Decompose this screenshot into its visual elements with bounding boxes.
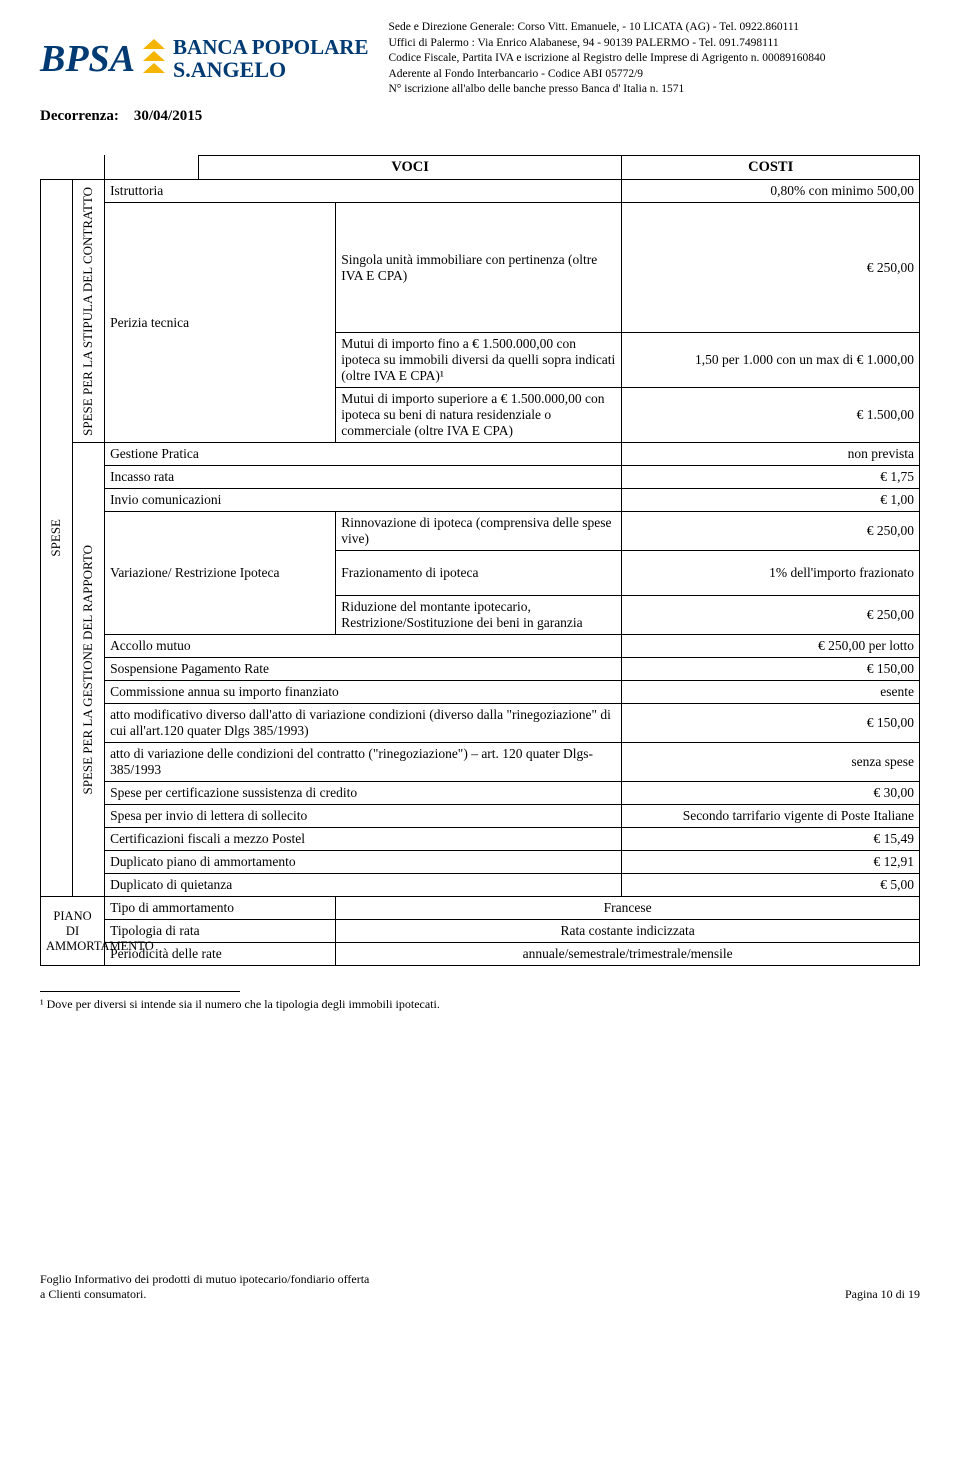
page-footer: Foglio Informativo dei prodotti di mutuo… (40, 1272, 920, 1302)
row-cost: Secondo tarrifario vigente di Poste Ital… (622, 805, 920, 828)
footer-left-line: Foglio Informativo dei prodotti di mutuo… (40, 1272, 369, 1287)
row-label: Invio comunicazioni (105, 489, 622, 512)
row-cost: non prevista (622, 443, 920, 466)
row-label: Spesa per invio di lettera di sollecito (105, 805, 622, 828)
table-row: Duplicato piano di ammortamento € 12,91 (41, 851, 920, 874)
row-label: Gestione Pratica (105, 443, 622, 466)
table-row: SPESE SPESE PER LA STIPULA DEL CONTRATTO… (41, 179, 920, 202)
info-line: Uffici di Palermo : Via Enrico Alabanese… (388, 36, 825, 52)
row-label: atto modificativo diverso dall'atto di v… (105, 704, 622, 743)
bank-logo: BPSA BANCA POPOLARE S.ANGELO (40, 20, 368, 98)
logo-line1: BANCA POPOLARE (173, 35, 368, 59)
footer-left-line: a Clienti consumatori. (40, 1287, 369, 1302)
side-stipula: SPESE PER LA STIPULA DEL CONTRATTO (73, 179, 105, 443)
row-label: Variazione/ Restrizione Ipoteca (105, 512, 336, 635)
table-header-row: VOCI COSTI (41, 155, 920, 179)
info-line: Codice Fiscale, Partita IVA e iscrizione… (388, 51, 825, 67)
row-label: Perizia tecnica (105, 202, 336, 443)
footnote-separator (40, 991, 240, 992)
row-cost: € 150,00 (622, 658, 920, 681)
row-sublabel: Mutui di importo superiore a € 1.500.000… (336, 388, 622, 443)
col-voci: VOCI (198, 155, 621, 179)
table-row: Tipologia di rata Rata costante indicizz… (41, 920, 920, 943)
footer-left: Foglio Informativo dei prodotti di mutuo… (40, 1272, 369, 1302)
row-cost: € 1.500,00 (622, 388, 920, 443)
row-label: Incasso rata (105, 466, 622, 489)
row-sublabel: Rinnovazione di ipoteca (comprensiva del… (336, 512, 622, 551)
col-costi: COSTI (622, 155, 920, 179)
row-sublabel: Singola unità immobiliare con pertinenza… (336, 202, 622, 333)
row-label: Tipo di ammortamento (105, 897, 336, 920)
row-cost: € 250,00 per lotto (622, 635, 920, 658)
decorrenza: Decorrenza: 30/04/2015 (40, 108, 920, 125)
row-cost: Francese (336, 897, 920, 920)
row-sublabel: Frazionamento di ipoteca (336, 551, 622, 596)
row-label: Duplicato di quietanza (105, 874, 622, 897)
side-spese: SPESE (41, 179, 73, 897)
row-cost: 1,50 per 1.000 con un max di € 1.000,00 (622, 333, 920, 388)
table-row: Commissione annua su importo finanziato … (41, 681, 920, 704)
row-cost: € 150,00 (622, 704, 920, 743)
table-row: Incasso rata € 1,75 (41, 466, 920, 489)
row-label: Istruttoria (105, 179, 622, 202)
row-cost: € 1,00 (622, 489, 920, 512)
row-cost: 0,80% con minimo 500,00 (622, 179, 920, 202)
decorrenza-label: Decorrenza: (40, 108, 119, 124)
table-row: Certificazioni fiscali a mezzo Postel € … (41, 828, 920, 851)
row-cost: € 1,75 (622, 466, 920, 489)
table-row: Periodicità delle rate annuale/semestral… (41, 943, 920, 966)
table-row: Spesa per invio di lettera di sollecito … (41, 805, 920, 828)
side-piano: PIANO DI AMMORTAMENTO (41, 897, 105, 966)
row-label: Duplicato piano di ammortamento (105, 851, 622, 874)
footer-page-number: Pagina 10 di 19 (845, 1287, 920, 1302)
row-cost: € 12,91 (622, 851, 920, 874)
table-row: Spese per certificazione sussistenza di … (41, 782, 920, 805)
logo-triangles-icon (141, 37, 167, 81)
table-row: Invio comunicazioni € 1,00 (41, 489, 920, 512)
logo-line2: S.ANGELO (173, 57, 286, 82)
footnote: ¹ Dove per diversi si intende sia il num… (40, 997, 920, 1012)
company-info: Sede e Direzione Generale: Corso Vitt. E… (388, 20, 825, 98)
table-row: PIANO DI AMMORTAMENTO Tipo di ammortamen… (41, 897, 920, 920)
table-row: Accollo mutuo € 250,00 per lotto (41, 635, 920, 658)
row-cost: € 5,00 (622, 874, 920, 897)
row-cost: € 15,49 (622, 828, 920, 851)
info-line: Sede e Direzione Generale: Corso Vitt. E… (388, 20, 825, 36)
row-sublabel: Mutui di importo fino a € 1.500.000,00 c… (336, 333, 622, 388)
row-label: atto di variazione delle condizioni del … (105, 743, 622, 782)
row-label: Commissione annua su importo finanziato (105, 681, 622, 704)
row-cost: € 30,00 (622, 782, 920, 805)
table-row: SPESE PER LA GESTIONE DEL RAPPORTO Gesti… (41, 443, 920, 466)
row-cost: Rata costante indicizzata (336, 920, 920, 943)
table-row: Variazione/ Restrizione Ipoteca Rinnovaz… (41, 512, 920, 551)
row-sublabel: Riduzione del montante ipotecario, Restr… (336, 596, 622, 635)
row-label: Sospensione Pagamento Rate (105, 658, 622, 681)
table-row: Perizia tecnica Singola unità immobiliar… (41, 202, 920, 333)
row-cost: annuale/semestrale/trimestrale/mensile (336, 943, 920, 966)
row-label: Accollo mutuo (105, 635, 622, 658)
row-cost: senza spese (622, 743, 920, 782)
table-row: Duplicato di quietanza € 5,00 (41, 874, 920, 897)
side-rapporto: SPESE PER LA GESTIONE DEL RAPPORTO (73, 443, 105, 897)
table-row: atto modificativo diverso dall'atto di v… (41, 704, 920, 743)
row-cost: 1% dell'importo frazionato (622, 551, 920, 596)
logo-bank-name: BANCA POPOLARE S.ANGELO (173, 36, 368, 81)
row-label: Certificazioni fiscali a mezzo Postel (105, 828, 622, 851)
row-label: Spese per certificazione sussistenza di … (105, 782, 622, 805)
decorrenza-value: 30/04/2015 (134, 108, 202, 124)
logo-acronym: BPSA (40, 42, 135, 76)
fees-table: VOCI COSTI SPESE SPESE PER LA STIPULA DE… (40, 155, 920, 967)
table-row: atto di variazione delle condizioni del … (41, 743, 920, 782)
row-cost: € 250,00 (622, 512, 920, 551)
page-header: BPSA BANCA POPOLARE S.ANGELO Sede e Dire… (40, 20, 920, 98)
row-cost: esente (622, 681, 920, 704)
table-row: Sospensione Pagamento Rate € 150,00 (41, 658, 920, 681)
row-label: Periodicità delle rate (105, 943, 336, 966)
row-cost: € 250,00 (622, 596, 920, 635)
row-cost: € 250,00 (622, 202, 920, 333)
info-line: Aderente al Fondo Interbancario - Codice… (388, 67, 825, 83)
info-line: N° iscrizione all'albo delle banche pres… (388, 82, 825, 98)
